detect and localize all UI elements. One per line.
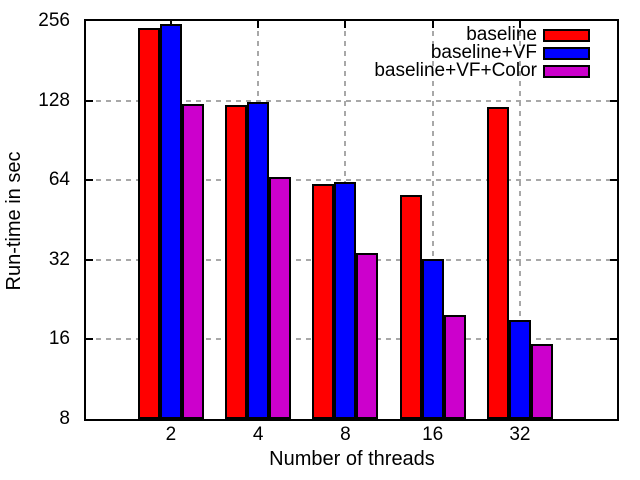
y-tick-left-16 [86, 338, 93, 341]
bar-baseline+VF+Color-32-threads [530, 343, 553, 419]
x-tick-top-16 [431, 21, 434, 28]
legend: baseline baseline+VF baseline+VF+Color [270, 24, 590, 81]
bar-baseline+VF-2-threads [159, 23, 182, 419]
y-axis-tick-labels: 8 16 32 64 128 256 [0, 10, 70, 429]
legend-item-baseline: baseline [270, 24, 590, 45]
legend-swatch-baseline-icon [543, 28, 590, 42]
y-tick-left-128 [86, 99, 93, 102]
legend-swatch-baseline-vf-color-icon [543, 64, 590, 78]
legend-label-baseline: baseline [466, 24, 537, 45]
h-gridline-128 [86, 99, 617, 102]
bar-baseline+VF-8-threads [334, 182, 357, 419]
bar-baseline-2-threads [137, 28, 160, 419]
x-tick-top-8 [344, 21, 347, 28]
y-tick-label-64: 64 [48, 169, 70, 191]
y-tick-label-8: 8 [59, 408, 70, 429]
bar-baseline+VF-4-threads [247, 101, 270, 419]
y-tick-label-32: 32 [48, 248, 70, 270]
bar-baseline+VF+Color-4-threads [269, 176, 292, 419]
plot-inner [86, 21, 617, 419]
y-tick-right-128 [610, 99, 617, 102]
x-tick-label-2: 2 [165, 424, 177, 445]
v-gridline-16 [431, 21, 434, 419]
x-tick-top-4 [257, 21, 260, 28]
y-axis-title: Run-time in sec [3, 151, 25, 291]
bar-baseline+VF-16-threads [421, 258, 444, 419]
bar-baseline-8-threads [312, 183, 335, 419]
h-gridline-64 [86, 179, 617, 182]
legend-item-baseline-vf: baseline+VF [270, 42, 590, 63]
x-tick-label-8: 8 [340, 424, 351, 445]
bar-baseline+VF+Color-16-threads [443, 314, 466, 419]
y-tick-left-64 [86, 179, 93, 182]
legend-label-baseline-vf: baseline+VF [430, 42, 537, 63]
bar-baseline+VF-32-threads [508, 319, 531, 419]
bar-baseline+VF+Color-8-threads [356, 252, 379, 419]
y-tick-label-16: 16 [48, 328, 70, 350]
plot-area [84, 19, 619, 421]
x-tick-label-16: 16 [422, 424, 444, 445]
legend-label-baseline-vf-color: baseline+VF+Color [374, 60, 537, 81]
y-tick-right-16 [610, 338, 617, 341]
bar-baseline+VF+Color-2-threads [181, 104, 204, 419]
x-axis-title: Number of threads [269, 448, 435, 470]
y-tick-right-32 [610, 258, 617, 261]
x-tick-label-32: 32 [509, 424, 531, 445]
x-tick-label-4: 4 [252, 424, 264, 445]
y-tick-label-128: 128 [38, 89, 70, 111]
y-tick-label-256: 256 [38, 10, 70, 31]
legend-swatch-baseline-vf-icon [543, 46, 590, 60]
y-tick-right-64 [610, 179, 617, 182]
bar-baseline-16-threads [399, 194, 422, 419]
v-gridline-32 [518, 21, 521, 419]
legend-item-baseline-vf-color: baseline+VF+Color [270, 60, 590, 81]
y-tick-left-32 [86, 258, 93, 261]
bar-baseline-4-threads [225, 105, 248, 419]
bar-baseline-32-threads [486, 107, 509, 419]
x-tick-top-32 [518, 21, 521, 28]
